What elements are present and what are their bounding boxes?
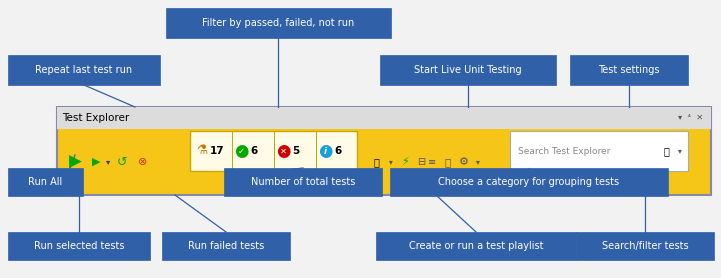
- Text: Run failed tests: Run failed tests: [188, 241, 264, 251]
- Text: ●: ●: [275, 142, 291, 160]
- Text: ▶: ▶: [68, 153, 81, 171]
- Text: ✓: ✓: [237, 147, 244, 155]
- Text: ▶: ▶: [92, 157, 100, 167]
- Text: ≡: ≡: [428, 157, 436, 167]
- Text: ⚗: ⚗: [196, 145, 208, 158]
- Text: ⚡: ⚡: [401, 157, 409, 167]
- Text: Start Live Unit Testing: Start Live Unit Testing: [414, 65, 522, 75]
- Bar: [57, 107, 711, 195]
- Text: ↺: ↺: [117, 155, 127, 168]
- Bar: [224, 168, 382, 196]
- Text: Repeat last test run: Repeat last test run: [35, 65, 133, 75]
- Bar: [576, 232, 714, 260]
- Text: ⊟: ⊟: [417, 157, 425, 167]
- Text: Search/filter tests: Search/filter tests: [602, 241, 689, 251]
- Text: ⊗: ⊗: [138, 157, 148, 167]
- Bar: [510, 131, 688, 171]
- Bar: [570, 55, 688, 85]
- Text: Run All: Run All: [28, 177, 63, 187]
- Text: ▾: ▾: [106, 158, 110, 167]
- Bar: [8, 55, 160, 85]
- Text: 📋: 📋: [373, 157, 379, 167]
- Bar: [166, 8, 391, 38]
- Text: 6: 6: [250, 146, 257, 156]
- Text: ▾: ▾: [476, 158, 480, 167]
- Text: 6: 6: [335, 146, 342, 156]
- Text: i: i: [324, 147, 327, 155]
- Text: ▾: ▾: [678, 147, 682, 155]
- Bar: [8, 168, 83, 196]
- Bar: [8, 232, 150, 260]
- Text: Run selected tests: Run selected tests: [34, 241, 124, 251]
- Bar: [162, 232, 290, 260]
- Text: Test Explorer: Test Explorer: [62, 113, 129, 123]
- Text: ⧉: ⧉: [445, 157, 451, 167]
- Text: Number of total tests: Number of total tests: [251, 177, 355, 187]
- Bar: [390, 168, 668, 196]
- Bar: [190, 131, 357, 171]
- Text: Search Test Explorer: Search Test Explorer: [518, 147, 611, 155]
- Text: ⚙: ⚙: [459, 157, 469, 167]
- Text: Test settings: Test settings: [598, 65, 660, 75]
- Bar: [380, 55, 556, 85]
- Text: ▾: ▾: [389, 158, 393, 167]
- Text: 🔍: 🔍: [663, 146, 669, 156]
- Text: ▾  ⁴  ✕: ▾ ⁴ ✕: [678, 113, 703, 123]
- Text: ✕: ✕: [280, 147, 286, 155]
- Text: ●: ●: [318, 142, 332, 160]
- Text: 5: 5: [293, 146, 300, 156]
- Bar: [57, 107, 711, 129]
- Bar: [376, 232, 576, 260]
- Text: Filter by passed, failed, not run: Filter by passed, failed, not run: [203, 18, 355, 28]
- Text: Choose a category for grouping tests: Choose a category for grouping tests: [438, 177, 619, 187]
- Text: 17: 17: [210, 146, 224, 156]
- Text: ●: ●: [234, 142, 248, 160]
- Text: Create or run a test playlist: Create or run a test playlist: [409, 241, 543, 251]
